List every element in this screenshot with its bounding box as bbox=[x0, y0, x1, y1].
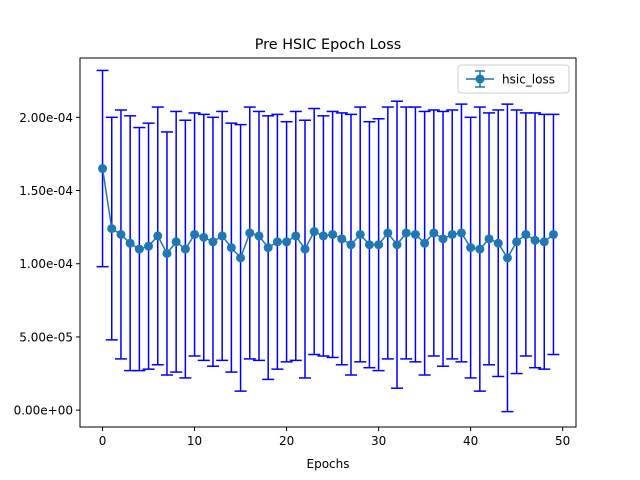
x-axis-label: Epochs bbox=[307, 457, 350, 471]
x-tick-label: 10 bbox=[187, 434, 202, 448]
legend-label: hsic_loss bbox=[502, 73, 555, 87]
data-point bbox=[383, 228, 393, 238]
y-tick-label: 5.00e-05 bbox=[19, 330, 73, 344]
data-point bbox=[162, 248, 172, 258]
data-point bbox=[245, 228, 255, 238]
data-point bbox=[180, 244, 190, 254]
axes: 0 10 20 30 40 50 0.00e+00 5.00e-05 1.00e-04 1.50e… bbox=[14, 57, 577, 448]
data-point bbox=[125, 238, 135, 248]
data-point bbox=[98, 164, 108, 174]
x-tick-label: 30 bbox=[371, 434, 386, 448]
data-point bbox=[199, 232, 209, 242]
data-point bbox=[346, 240, 356, 250]
data-point bbox=[374, 240, 384, 250]
data-point bbox=[539, 237, 549, 247]
data-point bbox=[429, 228, 439, 238]
data-point bbox=[521, 229, 531, 239]
data-point bbox=[309, 227, 319, 237]
plot-area bbox=[96, 69, 560, 413]
x-tick-label: 20 bbox=[279, 434, 294, 448]
data-point bbox=[484, 234, 494, 244]
data-point bbox=[493, 238, 503, 248]
data-point bbox=[392, 240, 402, 250]
data-point bbox=[190, 229, 200, 239]
data-point bbox=[438, 234, 448, 244]
data-point bbox=[355, 229, 365, 239]
data-point bbox=[466, 243, 476, 253]
data-point bbox=[263, 243, 273, 253]
data-point bbox=[153, 231, 163, 241]
axes-frame bbox=[79, 57, 577, 428]
data-point bbox=[318, 231, 328, 241]
data-point bbox=[144, 241, 154, 251]
data-point bbox=[208, 237, 218, 247]
data-point bbox=[254, 231, 264, 241]
x-tick-label: 0 bbox=[99, 434, 107, 448]
data-point bbox=[420, 238, 430, 248]
data-point bbox=[502, 253, 512, 263]
data-point bbox=[512, 237, 522, 247]
data-point bbox=[171, 237, 181, 247]
data-point bbox=[291, 231, 301, 241]
chart-title: Pre HSIC Epoch Loss bbox=[255, 37, 401, 53]
data-point bbox=[548, 229, 558, 239]
data-point bbox=[134, 244, 144, 254]
x-tick-label: 40 bbox=[463, 434, 478, 448]
data-point bbox=[364, 240, 374, 250]
data-point bbox=[447, 229, 457, 239]
y-tick-label: 0.00e+00 bbox=[14, 404, 73, 418]
legend-marker bbox=[475, 74, 485, 84]
data-point bbox=[475, 244, 485, 254]
data-point bbox=[410, 229, 420, 239]
data-point bbox=[328, 229, 338, 239]
data-point bbox=[530, 235, 540, 245]
data-point bbox=[401, 228, 411, 238]
data-point bbox=[337, 234, 347, 244]
data-point bbox=[236, 253, 246, 263]
data-point bbox=[107, 224, 117, 234]
y-tick-label: 1.50e-04 bbox=[19, 184, 73, 198]
y-tick-label: 1.00e-04 bbox=[19, 257, 73, 271]
data-point bbox=[300, 244, 310, 254]
data-point bbox=[456, 228, 466, 238]
data-point bbox=[226, 243, 236, 253]
y-tick-label: 2.00e-04 bbox=[19, 111, 73, 125]
data-point bbox=[282, 237, 292, 247]
legend: hsic_loss bbox=[457, 64, 570, 94]
data-point bbox=[272, 237, 282, 247]
data-point bbox=[116, 229, 126, 239]
x-tick-label: 50 bbox=[555, 434, 570, 448]
data-point bbox=[217, 231, 227, 241]
legend-box bbox=[457, 64, 570, 94]
